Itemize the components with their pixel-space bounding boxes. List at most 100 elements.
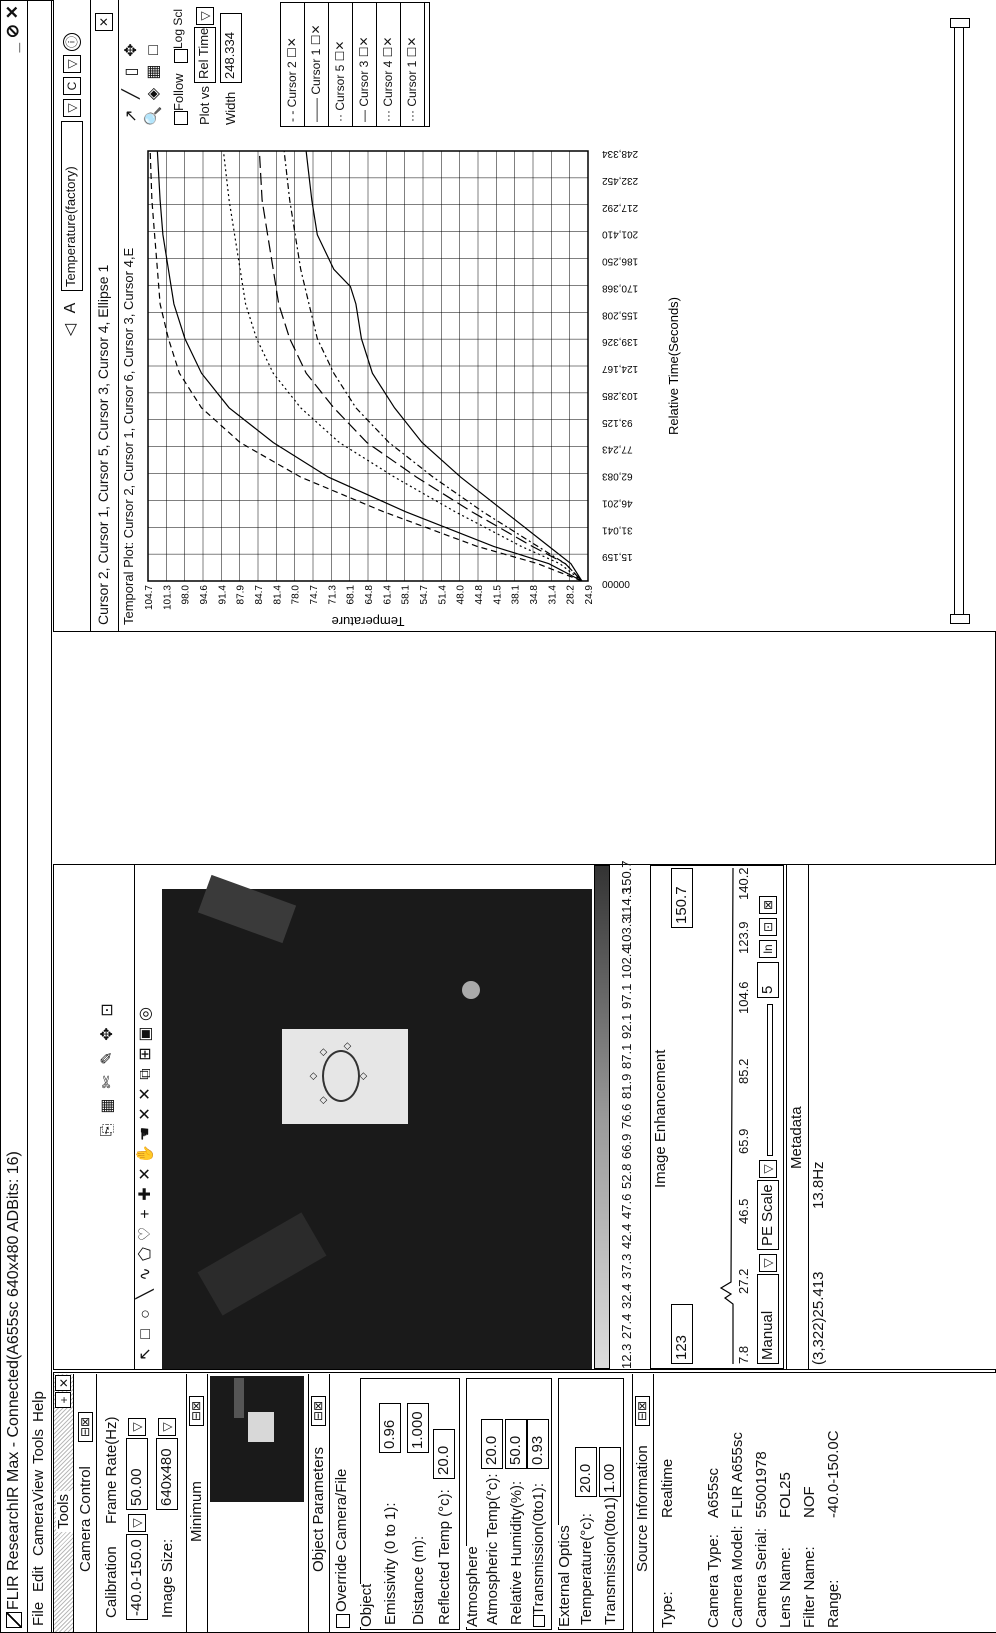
text-icon[interactable]: A xyxy=(62,302,79,314)
grab-icon[interactable]: ☚ xyxy=(137,1126,154,1142)
legend-item[interactable]: - - Cursor 2 ☐✕ xyxy=(281,3,305,126)
source-collapse-icon[interactable]: ⊟⊠ xyxy=(635,1396,650,1426)
plot-vs-dropdown-icon[interactable]: ▽ xyxy=(196,7,214,25)
object-collapse-icon[interactable]: ⊟⊠ xyxy=(311,1396,326,1426)
legend-item[interactable]: ·· Cursor 5 ☐✕ xyxy=(329,3,353,126)
object-parameters-header[interactable]: Object Parameters ⊟⊠ xyxy=(308,1374,330,1632)
slider-handle-end[interactable] xyxy=(950,18,970,28)
frame-rate-dropdown-icon[interactable]: ▽ xyxy=(128,1418,146,1436)
line-icon[interactable]: ╲ xyxy=(137,1289,154,1299)
transmission-input[interactable]: 0.93 xyxy=(527,1419,549,1469)
line-tool-icon[interactable]: ╱ xyxy=(123,89,140,99)
mode-select[interactable]: Manual xyxy=(757,1274,779,1364)
cursor-marker-icon[interactable]: ◇ xyxy=(308,1072,319,1080)
optics-trans-input[interactable]: 1.00 xyxy=(599,1447,621,1497)
polyline-icon[interactable]: ∿ xyxy=(137,1267,154,1281)
mode-dropdown-icon[interactable]: ▽ xyxy=(759,1254,777,1272)
palette-select[interactable]: Temperature(factory) xyxy=(61,121,83,291)
select-icon[interactable]: ↗ xyxy=(123,109,140,123)
polygon-icon[interactable]: ⬠ xyxy=(137,1247,154,1261)
pan-icon[interactable]: ✥ xyxy=(123,43,140,57)
plot-tab[interactable]: Cursor 2, Cursor 1, Cursor 5, Cursor 3, … xyxy=(95,264,111,625)
pin-icon[interactable]: + xyxy=(55,1392,71,1408)
ellipse-icon[interactable]: ○ xyxy=(137,1309,154,1319)
delete-icon[interactable]: ✕ xyxy=(137,1167,154,1181)
thermal-image[interactable]: ◇ ◇ ◇ ◇ ◇ xyxy=(162,874,592,1369)
temporal-chart[interactable]: 104.7 101.3 98.0 94.6 91.4 87.9 84.7 81.4 78.0 74… xyxy=(138,131,708,631)
source-info-header[interactable]: Source Information ⊟⊠ xyxy=(632,1374,654,1632)
image-size-dropdown-icon[interactable]: ▽ xyxy=(158,1418,176,1436)
window-icon[interactable]: ▣ xyxy=(137,1026,154,1042)
marker-icon[interactable]: ▯ xyxy=(123,67,140,77)
thumbnail-preview[interactable] xyxy=(210,1376,304,1502)
plot-vs-select[interactable]: Rel Time xyxy=(194,27,216,83)
reset-icon[interactable]: ⊠ xyxy=(759,896,777,914)
override-checkbox[interactable] xyxy=(336,1614,350,1628)
metadata-bar[interactable]: Metadata xyxy=(786,865,807,1369)
follow-checkbox[interactable] xyxy=(174,111,188,125)
capture-icon[interactable]: ⊡ xyxy=(99,1003,116,1017)
paste-icon[interactable]: ⊞ xyxy=(137,1047,154,1061)
fit-icon[interactable]: ⊡ xyxy=(759,918,777,936)
calibration-dropdown-icon[interactable]: ▽ xyxy=(128,1514,146,1532)
legend-item[interactable]: ··· Cursor 4 ☐✕ xyxy=(377,3,401,126)
optics-temp-input[interactable]: 20.0 xyxy=(575,1447,597,1497)
humidity-input[interactable]: 50.0 xyxy=(505,1419,527,1469)
freehand-icon[interactable]: ♡ xyxy=(137,1226,154,1242)
grid-icon[interactable]: ▦ xyxy=(99,1098,116,1114)
target-icon[interactable]: ◎ xyxy=(137,1007,154,1021)
pencil-icon[interactable]: ✎ xyxy=(99,1051,116,1065)
camera-control-header[interactable]: Camera Control ⊟⊠ xyxy=(76,1374,97,1632)
scale-number-input[interactable]: 5 xyxy=(757,962,779,998)
frame-rate-select[interactable]: 50.00 xyxy=(126,1438,148,1510)
close-icon[interactable]: ✕ xyxy=(55,1375,71,1391)
log-scale-checkbox[interactable] xyxy=(174,49,188,63)
window-controls[interactable]: _ ⊘ ✕ xyxy=(3,5,22,53)
histogram-graph[interactable] xyxy=(695,868,735,1364)
dropdown-icon[interactable]: ▽ xyxy=(63,55,81,73)
triangle-left-icon[interactable]: ◁ xyxy=(62,323,79,337)
scale-select[interactable]: PE Scale xyxy=(757,1180,779,1250)
atm-temp-input[interactable]: 20.0 xyxy=(481,1419,503,1469)
legend-item[interactable]: —— Cursor 1 ☐✕ xyxy=(305,3,329,126)
table-icon[interactable]: ▦ xyxy=(145,64,162,80)
cursor-marker-icon[interactable]: ◇ xyxy=(318,1048,329,1056)
copy-icon[interactable]: ⧉ xyxy=(137,1068,154,1080)
legend-item[interactable]: ··· Cursor 1 ☐✕ xyxy=(401,3,425,126)
scale-dropdown-icon[interactable]: ▽ xyxy=(759,1160,777,1178)
menu-view[interactable]: View xyxy=(30,1469,47,1502)
ellipse-roi[interactable] xyxy=(322,1050,360,1102)
menu-tools[interactable]: Tools xyxy=(30,1428,47,1464)
pointer-icon[interactable]: ↖ xyxy=(137,1347,154,1361)
cursor-marker-icon[interactable]: ◇ xyxy=(342,1042,353,1050)
clear-icon[interactable]: ✕ xyxy=(137,1107,154,1121)
cube-icon[interactable]: ◈ xyxy=(145,87,162,101)
export-icon[interactable]: ⎘ xyxy=(99,1123,116,1137)
emissivity-input[interactable]: 0.96 xyxy=(379,1403,401,1453)
zoom-in-icon[interactable]: ln xyxy=(759,940,777,958)
transmission-checkbox[interactable] xyxy=(533,1615,545,1627)
cursor-add-icon[interactable]: + xyxy=(137,1209,154,1219)
preview-collapse-icon[interactable]: ⊟⊠ xyxy=(189,1396,204,1426)
info-icon[interactable]: ⓘ xyxy=(63,33,81,51)
crosshair-icon[interactable]: ✚ xyxy=(137,1187,154,1201)
image-size-select[interactable]: 640x480 xyxy=(156,1438,178,1510)
menu-edit[interactable]: Edit xyxy=(30,1566,47,1592)
reflected-temp-input[interactable]: 20.0 xyxy=(433,1429,455,1479)
calibration-select[interactable]: -40.0-150.0 xyxy=(126,1534,148,1620)
menu-file[interactable]: File xyxy=(30,1601,47,1626)
time-range-slider[interactable] xyxy=(950,18,970,624)
c-icon[interactable]: C xyxy=(63,77,81,95)
zoom-icon[interactable]: 🔍 xyxy=(145,106,162,126)
histogram-low-input[interactable]: 123 xyxy=(671,1304,693,1364)
palette-dropdown-icon[interactable]: ▽ xyxy=(63,99,81,117)
collapse-icon[interactable]: ⊟⊠ xyxy=(78,1412,93,1442)
histogram-high-input[interactable]: 150.7 xyxy=(671,868,693,928)
move-icon[interactable]: ✥ xyxy=(99,1027,116,1041)
rectangle-icon[interactable]: □ xyxy=(137,1329,154,1339)
scissors-icon[interactable]: ✄ xyxy=(99,1075,116,1089)
distance-input[interactable]: 1.000 xyxy=(407,1403,429,1453)
hand-icon[interactable]: ✋ xyxy=(137,1144,154,1164)
enhancement-slider[interactable] xyxy=(767,1004,773,1156)
slider-handle-start[interactable] xyxy=(950,614,970,624)
